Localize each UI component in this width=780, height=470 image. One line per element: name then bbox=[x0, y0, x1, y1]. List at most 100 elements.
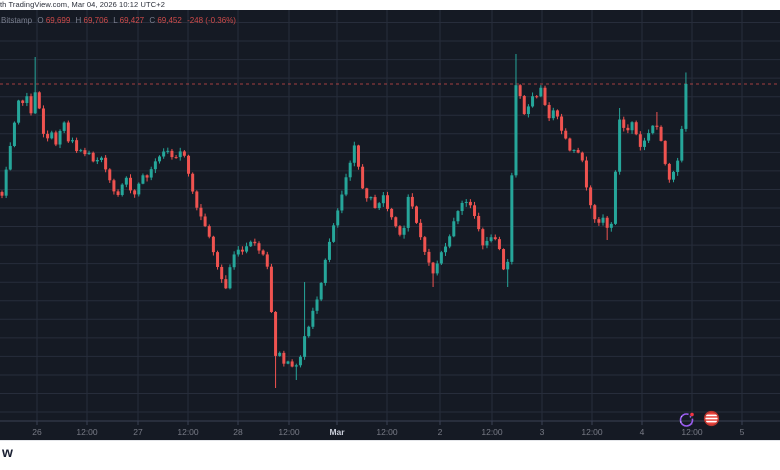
candle bbox=[477, 215, 481, 230]
candle bbox=[91, 152, 95, 162]
candle bbox=[216, 252, 220, 267]
candle bbox=[667, 163, 671, 180]
candle bbox=[622, 119, 626, 128]
candle bbox=[340, 194, 344, 211]
candle bbox=[336, 210, 340, 226]
candle bbox=[506, 261, 510, 270]
candle bbox=[456, 211, 460, 222]
candle bbox=[473, 205, 477, 216]
candle bbox=[170, 150, 174, 158]
x-axis-label: 4 bbox=[639, 427, 645, 437]
candle bbox=[174, 157, 178, 159]
candle bbox=[108, 169, 112, 181]
attribution-text: th TradingView.com, Mar 04, 2026 10:12 U… bbox=[0, 0, 165, 9]
candle bbox=[597, 219, 601, 223]
candle bbox=[634, 122, 638, 135]
candle bbox=[83, 150, 87, 155]
candle bbox=[8, 145, 12, 170]
candle bbox=[659, 126, 663, 141]
candle bbox=[448, 236, 452, 247]
footer-bar: w bbox=[0, 440, 780, 470]
candle bbox=[593, 205, 597, 220]
candle bbox=[531, 96, 535, 107]
candle bbox=[50, 132, 54, 139]
candle bbox=[236, 249, 240, 255]
x-axis-label: 5 bbox=[739, 427, 745, 437]
x-axis-label: 3 bbox=[539, 427, 545, 437]
candle bbox=[618, 119, 622, 172]
candle bbox=[497, 239, 501, 250]
candle bbox=[647, 133, 651, 141]
candle bbox=[551, 110, 555, 119]
candle bbox=[526, 106, 530, 115]
x-axis-label: 12:00 bbox=[177, 427, 199, 437]
ohlc-legend: Bitstamp O 69,699 H 69,706 L 69,427 C 69… bbox=[1, 16, 239, 25]
candle bbox=[539, 87, 543, 97]
candle bbox=[46, 133, 50, 139]
candle bbox=[104, 157, 108, 170]
refresh-swirl-icon[interactable] bbox=[678, 411, 695, 428]
candle bbox=[510, 175, 514, 262]
legend-close: 69,452 bbox=[157, 16, 182, 25]
candle bbox=[522, 96, 526, 115]
candle bbox=[265, 254, 269, 267]
candle bbox=[319, 282, 323, 300]
candle bbox=[261, 250, 265, 255]
candle bbox=[589, 187, 593, 206]
legend-symbol: Bitstamp bbox=[1, 16, 33, 25]
candle bbox=[489, 237, 493, 241]
candle bbox=[54, 132, 58, 145]
candle bbox=[327, 241, 331, 260]
candle bbox=[232, 254, 236, 268]
candle bbox=[427, 251, 431, 263]
candle bbox=[12, 122, 16, 146]
x-axis-label: 12:00 bbox=[681, 427, 703, 437]
candle bbox=[394, 217, 398, 227]
candle bbox=[307, 326, 311, 337]
candle bbox=[502, 249, 506, 270]
candle bbox=[419, 222, 423, 238]
chart-area[interactable]: Bitstamp O 69,699 H 69,706 L 69,427 C 69… bbox=[0, 10, 780, 440]
candle bbox=[182, 151, 186, 156]
candle bbox=[298, 356, 302, 366]
x-axis-label: 12:00 bbox=[278, 427, 300, 437]
candle bbox=[211, 236, 215, 253]
candle bbox=[460, 202, 464, 212]
candle bbox=[605, 217, 609, 228]
candle bbox=[0, 192, 4, 196]
x-axis-label: 12:00 bbox=[581, 427, 603, 437]
candle bbox=[493, 237, 497, 240]
candle bbox=[245, 246, 249, 252]
candle bbox=[344, 177, 348, 195]
candle bbox=[249, 241, 253, 247]
candle bbox=[203, 216, 207, 227]
candle bbox=[133, 190, 137, 195]
x-axis-label: 27 bbox=[133, 427, 143, 437]
candle bbox=[145, 175, 149, 178]
candle bbox=[609, 223, 613, 228]
candle bbox=[373, 197, 377, 209]
candle bbox=[680, 128, 684, 161]
candle bbox=[468, 201, 472, 206]
candlestick-chart-svg[interactable] bbox=[0, 10, 780, 440]
candle bbox=[568, 138, 572, 151]
x-axis-label: 2 bbox=[437, 427, 443, 437]
legend-h-label: H bbox=[75, 16, 82, 25]
legend-c-label: C bbox=[149, 16, 156, 25]
candle bbox=[187, 155, 191, 174]
candle bbox=[663, 140, 667, 164]
candle bbox=[323, 259, 327, 283]
candle bbox=[62, 122, 66, 131]
candle bbox=[398, 226, 402, 235]
candle bbox=[381, 195, 385, 204]
candle bbox=[402, 227, 406, 235]
candle bbox=[158, 156, 162, 162]
candle bbox=[572, 149, 576, 151]
red-striped-circle-icon[interactable] bbox=[703, 410, 720, 427]
candle bbox=[377, 203, 381, 209]
candle bbox=[352, 145, 356, 163]
candle bbox=[95, 159, 99, 162]
candle bbox=[116, 191, 120, 195]
candle bbox=[485, 240, 489, 246]
